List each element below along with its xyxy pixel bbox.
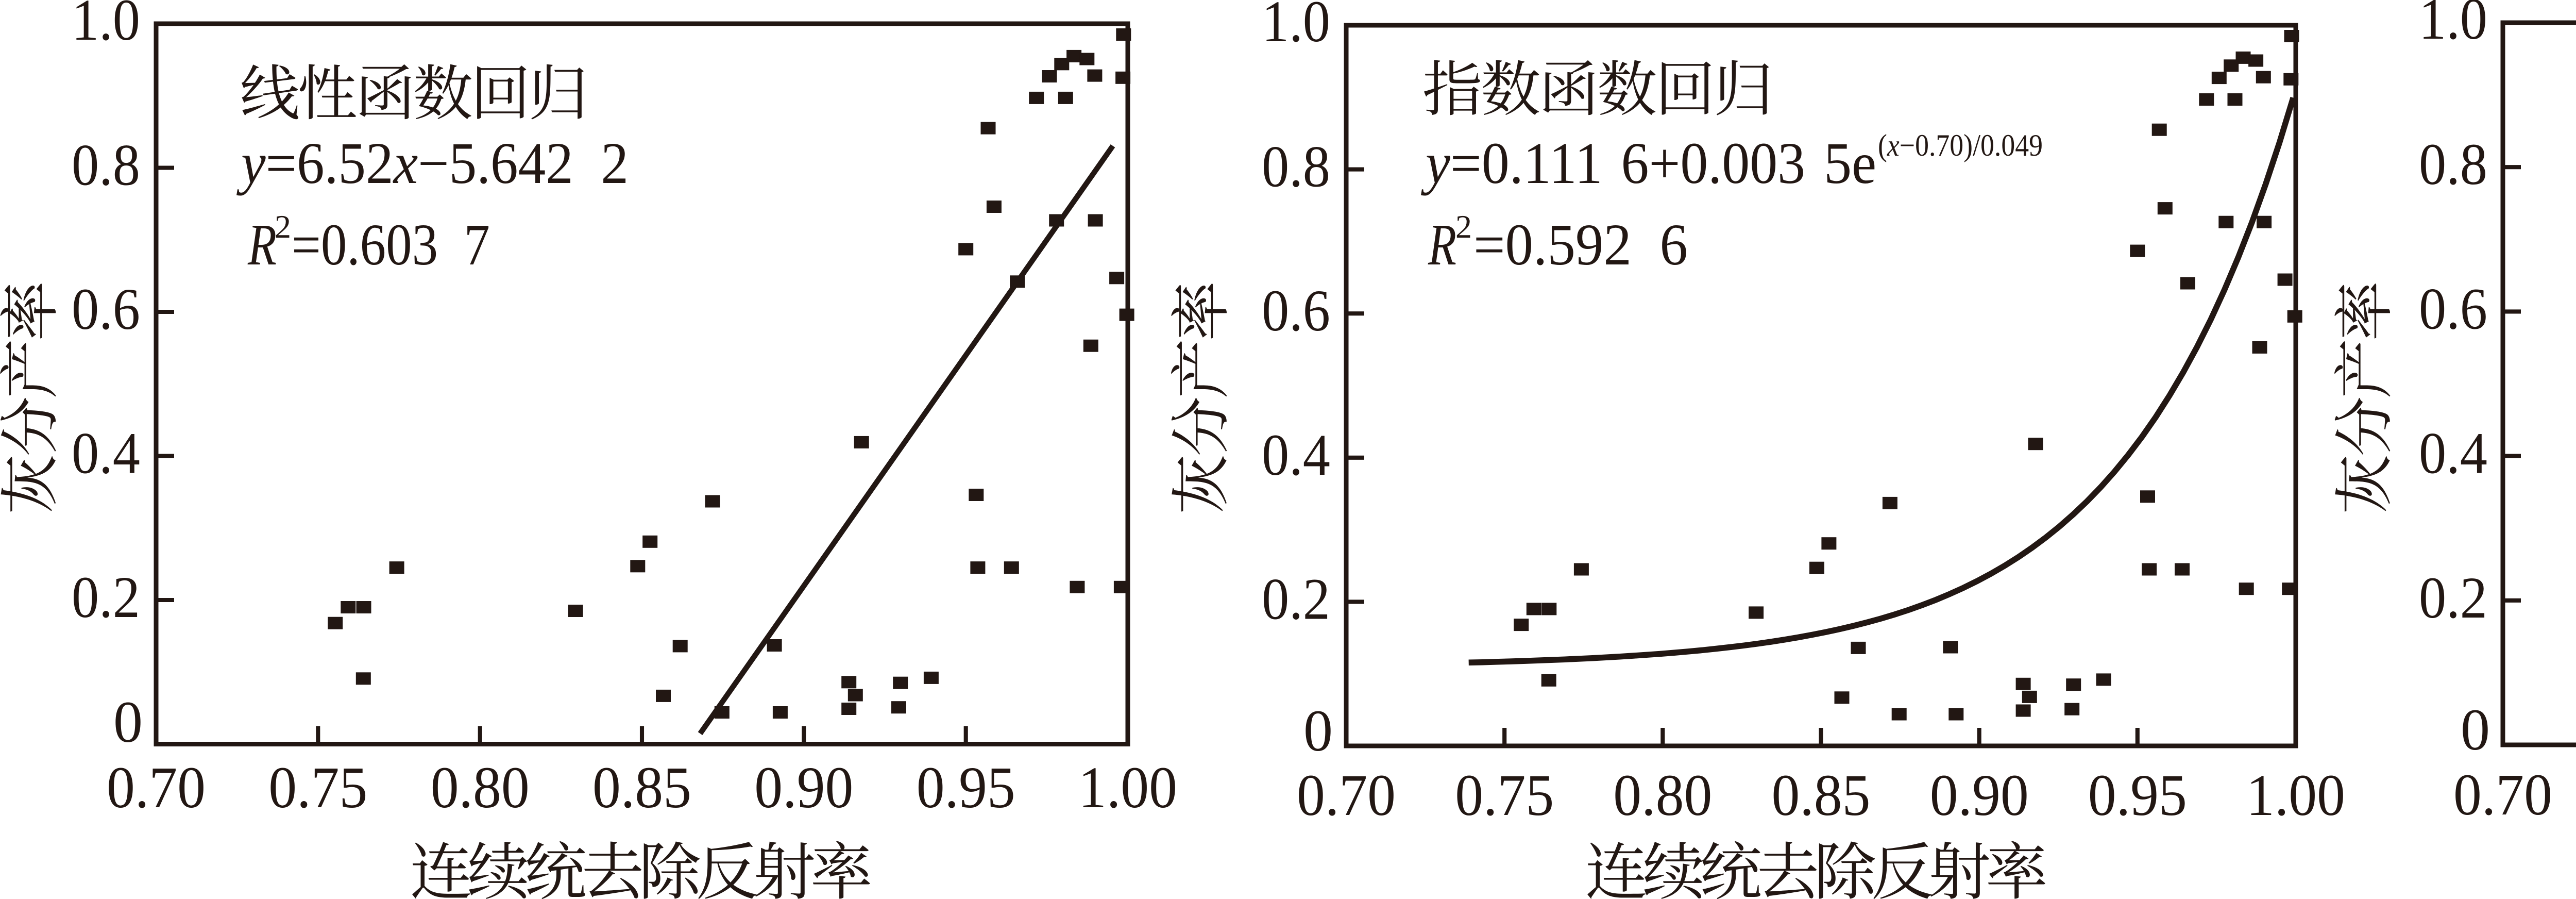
svg-text:(x−0.70)/0.049: (x−0.70)/0.049 bbox=[1878, 128, 2043, 162]
svg-text:0.6: 0.6 bbox=[2419, 276, 2487, 341]
svg-text:0.8: 0.8 bbox=[2419, 131, 2487, 197]
svg-text:1.0: 1.0 bbox=[72, 0, 140, 53]
svg-text:0.8: 0.8 bbox=[1262, 134, 1330, 199]
svg-text:0.4: 0.4 bbox=[2419, 421, 2487, 486]
svg-text:1.00: 1.00 bbox=[1078, 755, 1177, 820]
svg-text:0.2: 0.2 bbox=[2419, 565, 2487, 630]
svg-text:0.4: 0.4 bbox=[1262, 422, 1330, 488]
svg-text:1.00: 1.00 bbox=[2246, 762, 2345, 828]
svg-text:1.0: 1.0 bbox=[1262, 0, 1330, 54]
svg-text:R: R bbox=[247, 212, 277, 277]
svg-text:0.2: 0.2 bbox=[72, 564, 140, 630]
svg-text:0: 0 bbox=[1303, 698, 1333, 763]
svg-text:0.90: 0.90 bbox=[1930, 762, 2029, 828]
svg-text:0.70: 0.70 bbox=[2453, 762, 2552, 827]
svg-text:y=0.111 6+0.003 5e: y=0.111 6+0.003 5e bbox=[1421, 130, 1876, 196]
svg-text:0.80: 0.80 bbox=[431, 755, 530, 820]
svg-text:0.6: 0.6 bbox=[1262, 278, 1330, 343]
svg-text:0.6: 0.6 bbox=[72, 276, 140, 342]
svg-text:0.70: 0.70 bbox=[107, 755, 206, 820]
svg-text:=0.592 6: =0.592 6 bbox=[1473, 212, 1688, 277]
svg-text:0.95: 0.95 bbox=[917, 755, 1015, 820]
svg-text:0: 0 bbox=[113, 689, 143, 755]
svg-text:0.85: 0.85 bbox=[1772, 762, 1871, 828]
svg-text:0.80: 0.80 bbox=[1613, 762, 1712, 828]
svg-text:0.95: 0.95 bbox=[2088, 762, 2187, 828]
svg-text:0.8: 0.8 bbox=[72, 132, 140, 198]
svg-text:y=6.52x−5.642 2: y=6.52x−5.642 2 bbox=[236, 130, 629, 196]
svg-text:R: R bbox=[1428, 212, 1456, 277]
svg-text:0: 0 bbox=[2461, 697, 2490, 762]
svg-text:2: 2 bbox=[275, 208, 291, 245]
svg-text:=0.603 7: =0.603 7 bbox=[292, 212, 490, 277]
svg-text:0.85: 0.85 bbox=[592, 755, 691, 820]
svg-text:0.90: 0.90 bbox=[754, 755, 853, 820]
svg-text:2: 2 bbox=[1455, 208, 1472, 245]
svg-text:1.0: 1.0 bbox=[2419, 0, 2487, 52]
svg-text:0.75: 0.75 bbox=[1455, 762, 1554, 828]
svg-text:0.2: 0.2 bbox=[1262, 566, 1330, 631]
svg-text:0.4: 0.4 bbox=[72, 421, 140, 486]
svg-text:0.75: 0.75 bbox=[268, 755, 367, 820]
svg-text:0.70: 0.70 bbox=[1297, 762, 1396, 828]
